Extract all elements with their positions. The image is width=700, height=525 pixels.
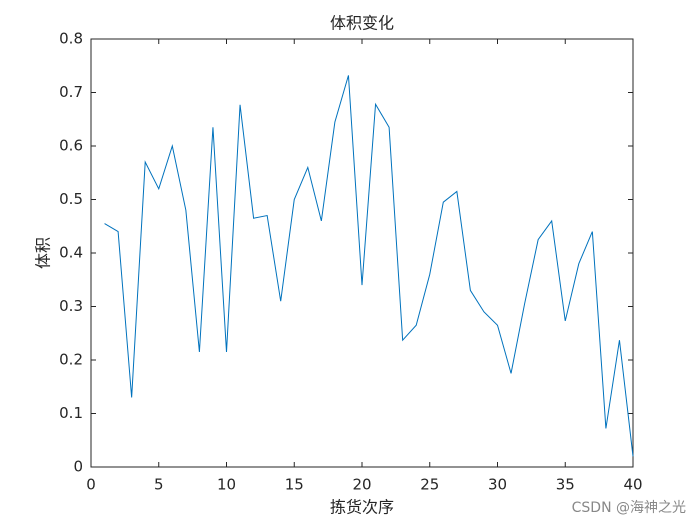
- x-tick-label: 25: [420, 476, 439, 494]
- axes-box: [90, 38, 634, 468]
- chart-title: 体积变化: [330, 14, 394, 33]
- x-tick-label: 15: [285, 476, 304, 494]
- y-tick-label: 0.6: [59, 137, 83, 155]
- y-tick-label: 0.5: [59, 190, 83, 208]
- y-tick-label: 0: [73, 458, 83, 476]
- x-tick-label: 10: [217, 476, 236, 494]
- y-tick-label: 0.1: [59, 404, 83, 422]
- y-tick-label: 0.8: [59, 30, 83, 48]
- y-tick-label: 0.4: [59, 244, 83, 262]
- x-tick-label: 0: [86, 476, 96, 494]
- x-tick-label: 5: [154, 476, 164, 494]
- y-axis-label: 体积: [34, 237, 53, 269]
- y-tick-label: 0.2: [59, 351, 83, 369]
- x-tick-label: 30: [488, 476, 507, 494]
- data-line: [104, 75, 634, 457]
- x-tick-label: 40: [623, 476, 642, 494]
- watermark: CSDN @海神之光: [572, 500, 686, 516]
- x-tick-label: 35: [556, 476, 575, 494]
- x-tick-label: 20: [352, 476, 371, 494]
- x-axis-label: 拣货次序: [330, 498, 394, 517]
- y-tick-label: 0.7: [59, 83, 83, 101]
- y-tick-label: 0.3: [59, 297, 83, 315]
